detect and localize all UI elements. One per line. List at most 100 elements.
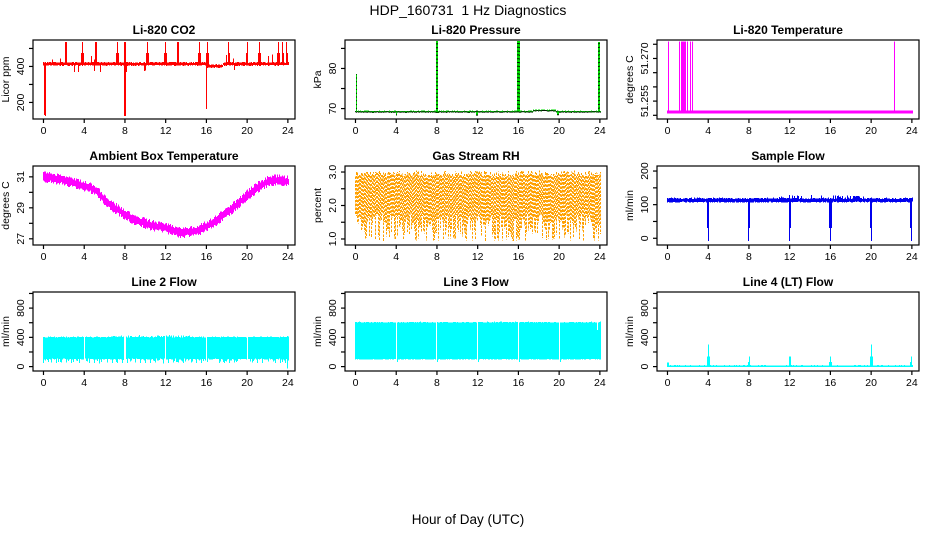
y-tick-label: 1.0 (327, 232, 339, 247)
x-tick-label: 0 (665, 251, 671, 263)
x-tick-label: 4 (705, 251, 711, 263)
y-axis-unit-label: degrees C (0, 181, 12, 230)
x-tick-label: 20 (241, 377, 253, 389)
x-tick-label: 24 (906, 251, 918, 263)
x-tick-label: 4 (81, 377, 87, 389)
x-tick-label: 20 (865, 251, 877, 263)
y-tick-label: 31 (15, 171, 27, 183)
plot-box (344, 291, 608, 372)
subplot-canvas-li820-pressure: Li-820 Pressure kPa 0 4 8 12 16 20 24 70 80 (312, 23, 608, 137)
y-axis-unit-label: ml/min (624, 316, 636, 347)
subplot-li820-temperature: Li-820 Temperature degrees C 0 4 8 12 16 20 24 51… (624, 23, 936, 150)
x-tick-label: 12 (472, 251, 484, 263)
subplot-canvas-li820-temperature: Li-820 Temperature degrees C 0 4 8 12 16 20 24 51… (624, 23, 920, 137)
series-ambient-box-temperature (42, 171, 290, 238)
x-axis-label: Hour of Day (UTC) (411, 512, 525, 527)
x-tick-label: 16 (201, 251, 213, 263)
y-tick-label: 0 (15, 364, 27, 370)
series-li820-pressure (354, 40, 602, 116)
y-tick-label: 200 (15, 94, 27, 112)
x-tick-label: 4 (81, 251, 87, 263)
x-tick-label: 24 (906, 377, 918, 389)
y-tick-label: 51.255 (639, 85, 651, 117)
y-tick-label: 2.0 (327, 198, 339, 213)
x-tick-label: 12 (784, 125, 796, 137)
subplot-title: Line 4 (LT) Flow (743, 276, 834, 289)
x-tick-label: 24 (906, 125, 918, 137)
plot-box (656, 39, 920, 120)
y-axis-unit-label: Licor ppm (0, 56, 12, 102)
series-line-4-lt-flow (666, 344, 914, 367)
x-tick-label: 16 (201, 125, 213, 137)
x-tick-label: 16 (513, 377, 525, 389)
x-tick-label: 20 (865, 377, 877, 389)
y-axis-unit-label: percent (312, 188, 324, 223)
x-tick-label: 0 (41, 251, 47, 263)
y-tick-label: 800 (327, 299, 339, 317)
subplot-li820-co2: Li-820 CO2 Licor ppm 0 4 8 12 16 20 24 200 400 (0, 23, 312, 150)
subplot-title: Sample Flow (751, 150, 825, 163)
x-tick-label: 20 (865, 125, 877, 137)
y-tick-label: 200 (639, 162, 651, 180)
subplot-line-3-flow: Line 3 Flow ml/min 0 4 8 12 16 20 24 0 400 800 (312, 275, 624, 402)
subplot-line-2-flow: Line 2 Flow ml/min 0 4 8 12 16 20 24 0 400 800 (0, 275, 312, 402)
subplot-li820-pressure: Li-820 Pressure kPa 0 4 8 12 16 20 24 70 80 (312, 23, 624, 150)
x-tick-label: 0 (41, 377, 47, 389)
x-tick-label: 8 (122, 251, 128, 263)
series-li820-temperature (666, 41, 914, 114)
subplot-canvas-line-4-lt-flow: Line 4 (LT) Flow ml/min 0 4 8 12 16 20 24 0 400 800 (624, 275, 920, 389)
x-tick-label: 24 (282, 377, 294, 389)
x-tick-label: 8 (746, 377, 752, 389)
x-tick-label: 16 (513, 125, 525, 137)
plots-grid: Li-820 CO2 Licor ppm 0 4 8 12 16 20 24 200 400 Li-8… (0, 23, 936, 402)
x-tick-label: 4 (393, 125, 399, 137)
x-tick-label: 4 (705, 377, 711, 389)
x-tick-label: 20 (553, 125, 565, 137)
x-tick-label: 16 (825, 251, 837, 263)
y-tick-label: 100 (639, 196, 651, 214)
x-tick-label: 0 (353, 251, 359, 263)
y-tick-label: 400 (15, 58, 27, 76)
series-sample-flow (666, 195, 914, 241)
x-tick-label: 8 (434, 251, 440, 263)
subplot-title: Li-820 Temperature (733, 24, 843, 37)
x-tick-label: 20 (241, 251, 253, 263)
y-tick-label: 0 (327, 364, 339, 370)
x-tick-label: 24 (282, 251, 294, 263)
x-tick-label: 12 (160, 377, 172, 389)
series-line-2-flow (42, 335, 290, 369)
x-tick-label: 16 (825, 377, 837, 389)
x-tick-label: 24 (594, 251, 606, 263)
y-tick-label: 800 (15, 299, 27, 317)
y-tick-label: 800 (639, 299, 651, 317)
x-tick-label: 0 (665, 125, 671, 137)
x-tick-label: 0 (665, 377, 671, 389)
x-tick-label: 4 (393, 251, 399, 263)
x-tick-label: 4 (81, 125, 87, 137)
y-tick-label: 27 (15, 233, 27, 245)
y-tick-label: 400 (15, 328, 27, 346)
y-axis-unit-label: ml/min (0, 316, 12, 347)
subplot-canvas-line-2-flow: Line 2 Flow ml/min 0 4 8 12 16 20 24 0 400 800 (0, 275, 296, 389)
x-tick-label: 12 (160, 251, 172, 263)
x-tick-label: 12 (472, 377, 484, 389)
y-tick-label: 400 (327, 328, 339, 346)
subplot-canvas-gas-stream-rh: Gas Stream RH percent 0 4 8 12 16 20 24 1.0 2.0 3.0 (312, 149, 608, 263)
subplot-sample-flow: Sample Flow ml/min 0 4 8 12 16 20 24 0 100 200 (624, 149, 936, 276)
x-tick-label: 8 (434, 377, 440, 389)
x-tick-label: 0 (353, 377, 359, 389)
x-tick-label: 20 (553, 377, 565, 389)
x-tick-label: 0 (41, 125, 47, 137)
subplot-ambient-box-temperature: Ambient Box Temperature degrees C 0 4 8 12 16 2… (0, 149, 312, 276)
y-tick-label: 0 (639, 364, 651, 370)
y-tick-label: 80 (327, 62, 339, 74)
y-axis-unit-label: degrees C (624, 55, 636, 104)
x-tick-label: 20 (553, 251, 565, 263)
x-tick-label: 4 (705, 125, 711, 137)
x-tick-label: 0 (353, 125, 359, 137)
x-tick-label: 12 (784, 377, 796, 389)
subplot-canvas-line-3-flow: Line 3 Flow ml/min 0 4 8 12 16 20 24 0 400 800 (312, 275, 608, 389)
x-tick-label: 12 (472, 125, 484, 137)
x-tick-label: 12 (784, 251, 796, 263)
x-tick-label: 8 (746, 125, 752, 137)
